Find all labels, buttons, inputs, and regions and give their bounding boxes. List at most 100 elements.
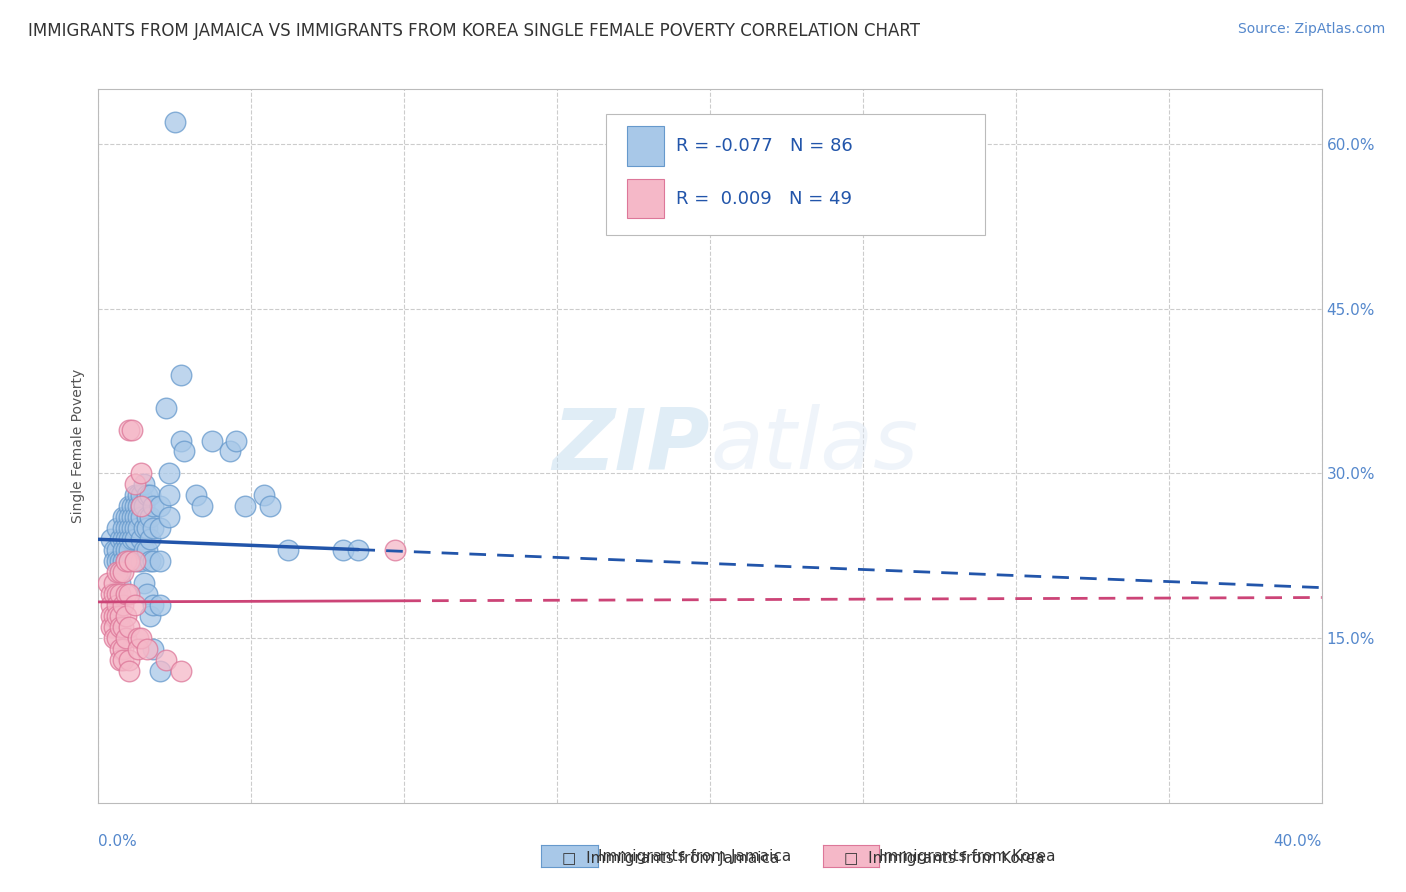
- Text: R = -0.077   N = 86: R = -0.077 N = 86: [676, 137, 852, 155]
- Point: [108, 533, 131, 547]
- Point: [129, 554, 152, 568]
- Point: [111, 598, 134, 612]
- Point: [118, 423, 141, 437]
- Point: [121, 423, 143, 437]
- Point: [111, 554, 134, 568]
- Text: ZIP: ZIP: [553, 404, 710, 488]
- Point: [136, 510, 159, 524]
- Point: [142, 554, 165, 568]
- Point: [134, 521, 156, 535]
- Point: [121, 533, 143, 547]
- Point: [118, 510, 141, 524]
- Text: IMMIGRANTS FROM JAMAICA VS IMMIGRANTS FROM KOREA SINGLE FEMALE POVERTY CORRELATI: IMMIGRANTS FROM JAMAICA VS IMMIGRANTS FR…: [28, 22, 920, 40]
- Point: [129, 467, 152, 481]
- Point: [163, 115, 186, 129]
- Point: [191, 500, 214, 514]
- Point: [124, 500, 146, 514]
- Point: [108, 653, 131, 667]
- Point: [111, 510, 134, 524]
- Point: [127, 510, 149, 524]
- Point: [111, 533, 134, 547]
- Point: [127, 500, 149, 514]
- Point: [134, 500, 156, 514]
- Point: [170, 368, 193, 382]
- Point: [118, 620, 141, 634]
- Point: [142, 521, 165, 535]
- Text: R =  0.009   N = 49: R = 0.009 N = 49: [676, 190, 852, 208]
- Point: [129, 631, 152, 645]
- Point: [105, 631, 128, 645]
- Point: [124, 598, 146, 612]
- Point: [105, 609, 128, 624]
- Point: [118, 500, 141, 514]
- Point: [108, 554, 131, 568]
- Text: Source: ZipAtlas.com: Source: ZipAtlas.com: [1237, 22, 1385, 37]
- Point: [118, 543, 141, 558]
- Point: [332, 543, 354, 558]
- Point: [118, 533, 141, 547]
- FancyBboxPatch shape: [606, 114, 986, 235]
- Point: [118, 587, 141, 601]
- Point: [108, 587, 131, 601]
- Point: [100, 587, 122, 601]
- Point: [111, 566, 134, 580]
- Point: [129, 488, 152, 502]
- Point: [105, 543, 128, 558]
- Point: [118, 521, 141, 535]
- Point: [121, 510, 143, 524]
- Point: [186, 488, 208, 502]
- Point: [142, 598, 165, 612]
- Point: [384, 543, 406, 558]
- Point: [233, 500, 256, 514]
- Point: [136, 488, 159, 502]
- Point: [103, 554, 125, 568]
- Point: [139, 488, 162, 502]
- Point: [100, 533, 122, 547]
- Point: [127, 631, 149, 645]
- Point: [111, 653, 134, 667]
- Point: [108, 576, 131, 591]
- Point: [115, 533, 138, 547]
- Point: [115, 554, 138, 568]
- Point: [121, 554, 143, 568]
- Point: [134, 477, 156, 491]
- Point: [118, 664, 141, 678]
- Point: [115, 554, 138, 568]
- Text: atlas: atlas: [710, 404, 918, 488]
- Point: [111, 642, 134, 657]
- Text: □  Immigrants from Jamaica: □ Immigrants from Jamaica: [562, 851, 780, 865]
- Point: [115, 609, 138, 624]
- Point: [252, 488, 274, 502]
- Point: [157, 510, 180, 524]
- Point: [129, 500, 152, 514]
- Point: [124, 521, 146, 535]
- Point: [111, 620, 134, 634]
- FancyBboxPatch shape: [627, 127, 664, 166]
- Point: [124, 488, 146, 502]
- Point: [108, 642, 131, 657]
- Point: [105, 521, 128, 535]
- Point: [136, 587, 159, 601]
- Point: [111, 543, 134, 558]
- Point: [100, 609, 122, 624]
- Point: [134, 576, 156, 591]
- Point: [170, 664, 193, 678]
- Point: [127, 554, 149, 568]
- Point: [124, 533, 146, 547]
- Point: [155, 653, 177, 667]
- Point: [134, 543, 156, 558]
- Point: [108, 566, 131, 580]
- Point: [97, 576, 120, 591]
- Point: [200, 434, 222, 448]
- Point: [118, 653, 141, 667]
- Point: [100, 598, 122, 612]
- Point: [108, 566, 131, 580]
- Point: [136, 543, 159, 558]
- Point: [139, 510, 162, 524]
- Point: [103, 543, 125, 558]
- Point: [127, 488, 149, 502]
- Point: [157, 488, 180, 502]
- Point: [108, 620, 131, 634]
- Point: [129, 500, 152, 514]
- Point: [127, 642, 149, 657]
